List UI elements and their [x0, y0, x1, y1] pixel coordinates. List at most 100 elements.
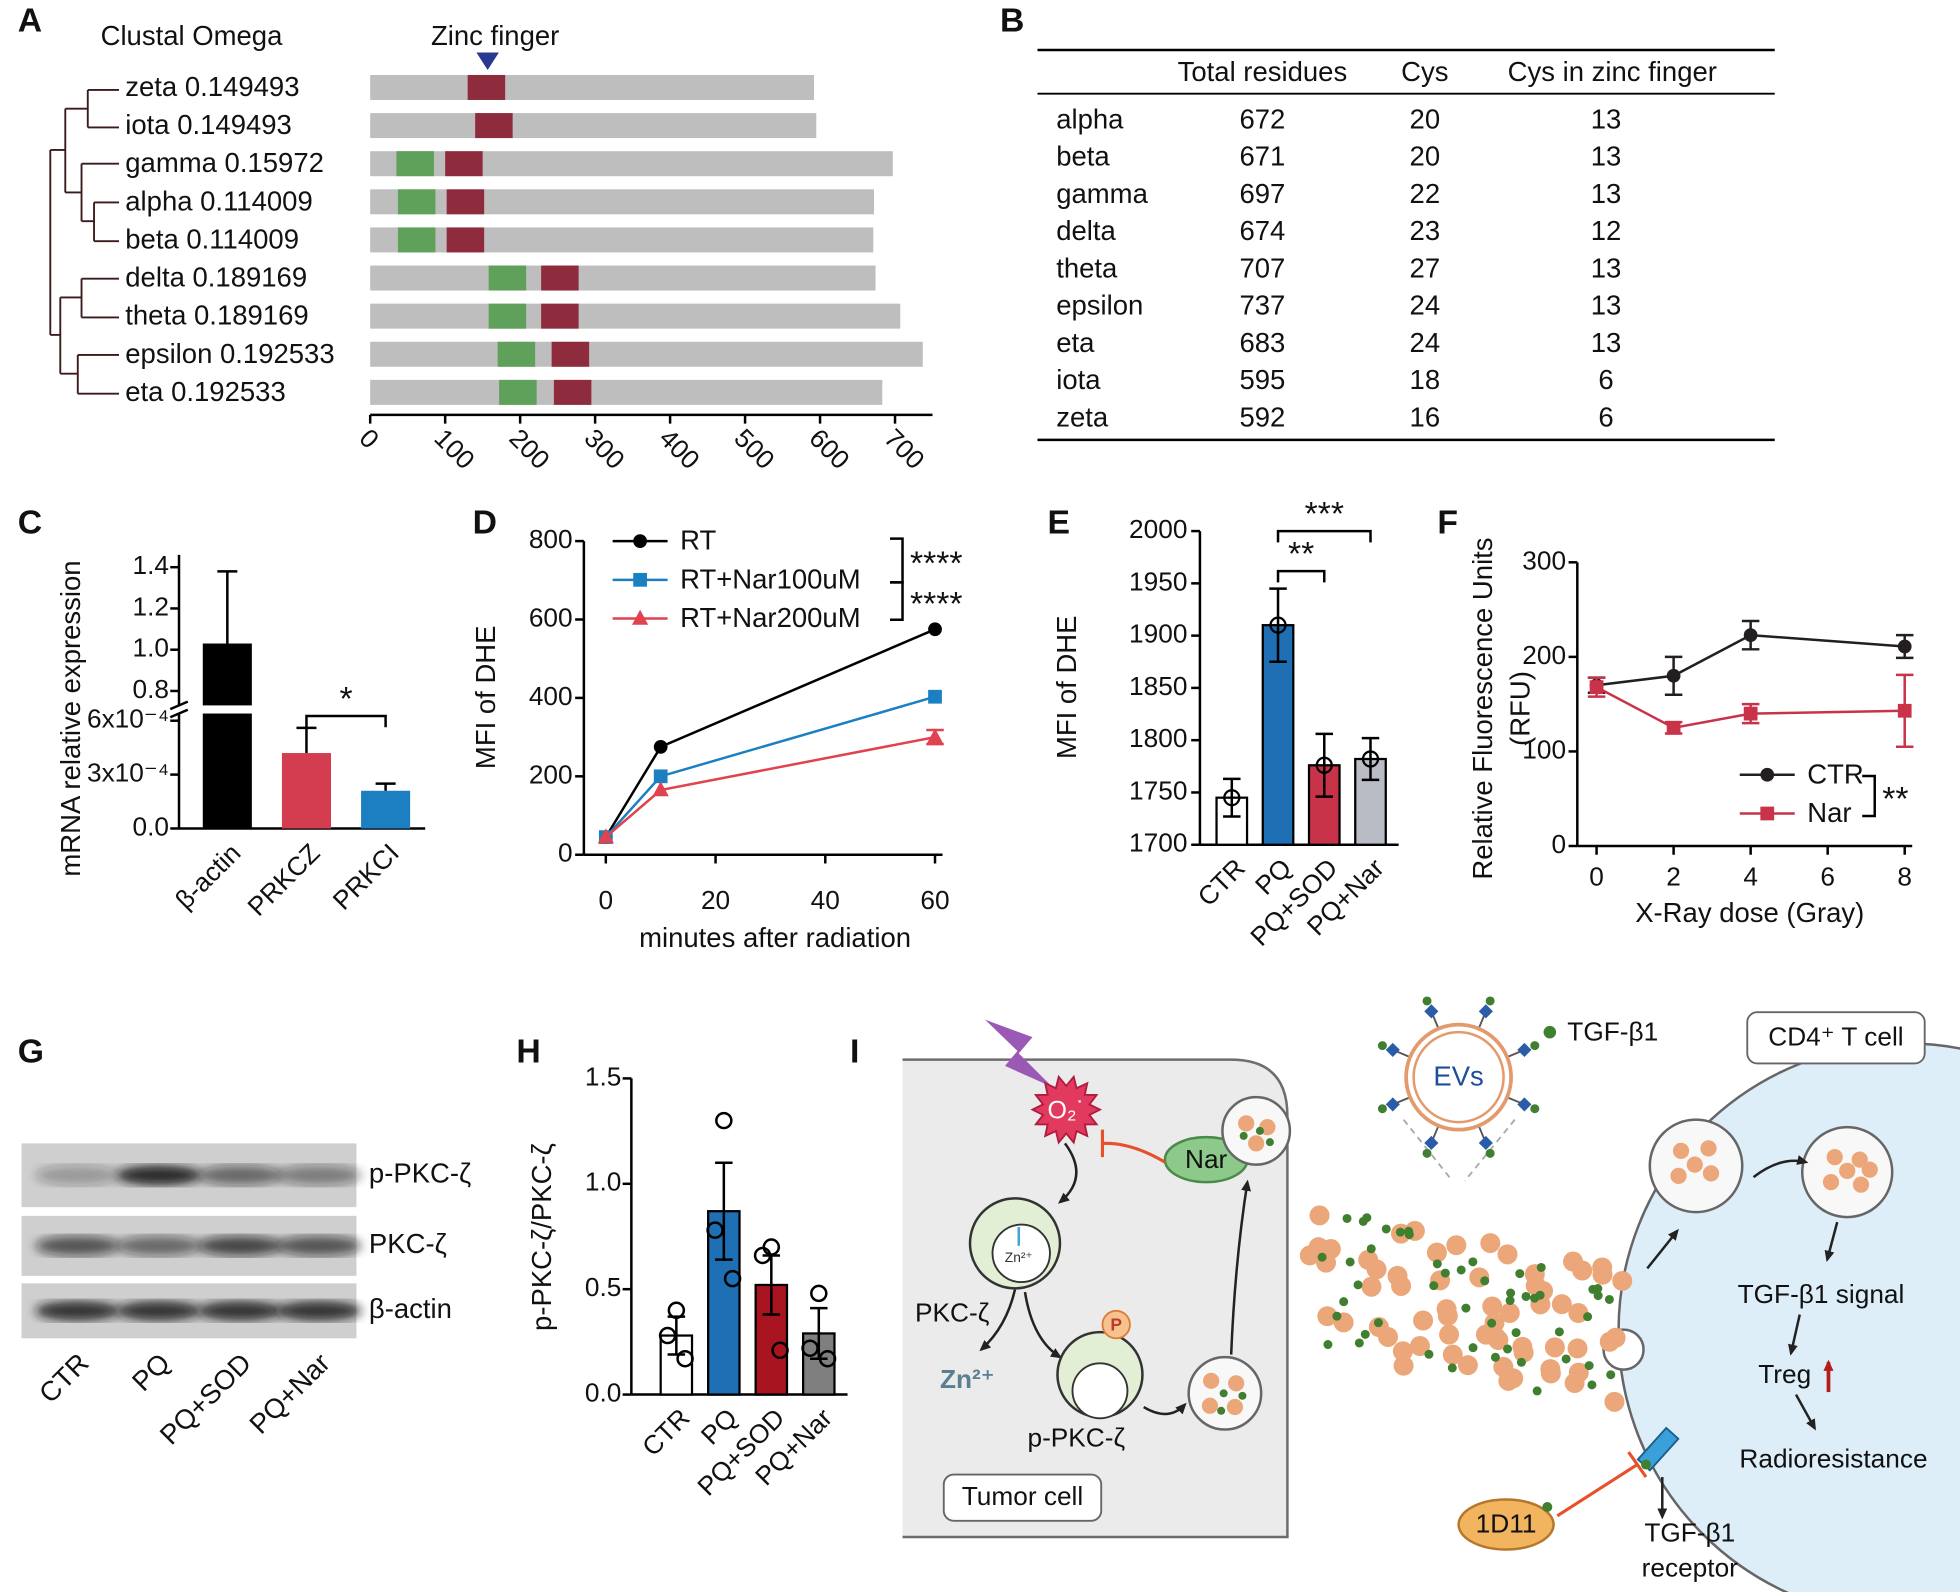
- data-point: [810, 1284, 828, 1303]
- significance-bracket: [890, 537, 904, 584]
- signal-label: TGF-β1 signal: [1738, 1279, 1905, 1309]
- ev-particle: [1564, 1373, 1585, 1394]
- data-point: [667, 1301, 686, 1320]
- legend-label: Nar: [1807, 797, 1851, 828]
- table-cell: 6: [1598, 364, 1613, 395]
- point: [633, 534, 647, 548]
- tgf-dot: [1542, 1502, 1553, 1513]
- tgf-dot: [1503, 1344, 1513, 1354]
- table-cell: 671: [1239, 141, 1285, 172]
- table-cell: epsilon: [1056, 290, 1143, 321]
- zn-label: Zn²⁺: [940, 1364, 995, 1394]
- domain: [553, 379, 592, 405]
- table-cell: eta: [1056, 327, 1095, 358]
- tgf-dot: [1377, 1104, 1387, 1114]
- series-line: [1596, 633, 1905, 687]
- ev-particle: [1439, 1324, 1460, 1345]
- table-cell: 707: [1239, 252, 1285, 283]
- tgf-dot: [1366, 1244, 1376, 1254]
- series-line: [604, 628, 936, 838]
- table-cell: 23: [1410, 215, 1441, 246]
- bar: [361, 790, 411, 829]
- domain: [541, 303, 579, 329]
- blot-row-label: β-actin: [369, 1293, 452, 1324]
- y-axis-title: Relative Fluorescence Units: [1467, 537, 1498, 879]
- x-tick-label: 2: [1666, 861, 1681, 891]
- radiation-bolt: [984, 1019, 1053, 1088]
- point: [1760, 806, 1775, 821]
- data-point: [723, 1269, 742, 1288]
- inhibition: [1100, 1129, 1166, 1164]
- blot-row-label: PKC-ζ: [369, 1228, 447, 1259]
- phospho-badge: [1101, 1309, 1131, 1340]
- domain: [475, 113, 513, 139]
- arrow: [1023, 1291, 1063, 1359]
- x-tick-label: 0: [1589, 861, 1604, 891]
- table-cell: 18: [1410, 364, 1441, 395]
- domain: [497, 341, 536, 367]
- ev-particle: [1446, 1235, 1467, 1256]
- protein-bar: [370, 74, 815, 100]
- panel-label: E: [1047, 504, 1070, 542]
- tgf-dot: [1373, 1318, 1383, 1328]
- point: [631, 609, 649, 625]
- ev-particle: [1567, 1338, 1588, 1359]
- nar-label: Nar: [1185, 1144, 1228, 1174]
- category-label: beta 0.114009: [125, 223, 299, 254]
- tgf-dot: [1536, 1262, 1546, 1272]
- legend-label: RT: [680, 525, 716, 556]
- tgf-dot: [1641, 1459, 1652, 1470]
- y-tick-label: 0.8: [133, 674, 169, 704]
- point: [653, 769, 668, 784]
- x-axis-title: X-Ray dose (Gray): [1635, 897, 1864, 928]
- tgf-dot: [1456, 1265, 1466, 1275]
- data-point: [762, 1238, 781, 1256]
- blot-band: [116, 1165, 202, 1186]
- point: [1897, 703, 1912, 718]
- table-cell: 13: [1591, 290, 1622, 321]
- category-label: theta 0.189169: [125, 300, 308, 331]
- table-cell: 13: [1591, 103, 1622, 134]
- series-line: [1595, 686, 1905, 730]
- y-tick-label: 0: [558, 838, 573, 868]
- data-point: [771, 1341, 789, 1360]
- table-cell: theta: [1056, 252, 1118, 283]
- tgf-dot: [1606, 1370, 1616, 1380]
- category-label: delta 0.189169: [125, 262, 307, 293]
- ppkc-pocket: [1071, 1362, 1129, 1420]
- category-label: eta 0.192533: [125, 376, 285, 407]
- x-tick-label: 700: [878, 423, 930, 475]
- ev-particle: [1426, 1242, 1447, 1263]
- domain: [499, 379, 537, 405]
- ev-protein: [1385, 1042, 1400, 1057]
- ev-protein: [1478, 1004, 1493, 1019]
- tgf-dot: [1360, 1329, 1370, 1339]
- tumor-cell-label: Tumor cell: [962, 1481, 1083, 1511]
- table-cell: 595: [1239, 364, 1285, 395]
- tgf-dot: [1424, 1349, 1434, 1359]
- ev-particle: [1480, 1233, 1501, 1254]
- table-cell: alpha: [1056, 103, 1124, 134]
- tgf-dot: [1353, 1280, 1363, 1290]
- annotation: Zinc finger: [431, 20, 559, 51]
- ev-particle: [1700, 1140, 1717, 1157]
- table-cell: 683: [1239, 327, 1285, 358]
- tgf-dot: [1354, 1338, 1364, 1348]
- arrow: [1646, 1228, 1679, 1270]
- table-cell: 20: [1410, 103, 1441, 134]
- tgf-dot: [1422, 996, 1432, 1006]
- y-tick-label: 1850: [1129, 671, 1187, 701]
- significance-label: ***: [1305, 495, 1344, 533]
- ev-particle: [1540, 1363, 1561, 1384]
- x-tick-label: PRKCI: [327, 838, 405, 916]
- receptor-label: receptor: [1642, 1552, 1739, 1582]
- table-cell: 24: [1410, 327, 1441, 358]
- tgf-dot: [1362, 1213, 1372, 1223]
- y-tick-label: 1.2: [133, 591, 169, 621]
- ev-particle: [1605, 1327, 1626, 1348]
- ev-particle: [1512, 1336, 1533, 1357]
- tgf-dot: [1219, 1389, 1228, 1398]
- table-cell: 737: [1239, 290, 1285, 321]
- tgf-dot: [1317, 1252, 1327, 1262]
- tgf-legend-label: TGF-β1: [1567, 1016, 1658, 1046]
